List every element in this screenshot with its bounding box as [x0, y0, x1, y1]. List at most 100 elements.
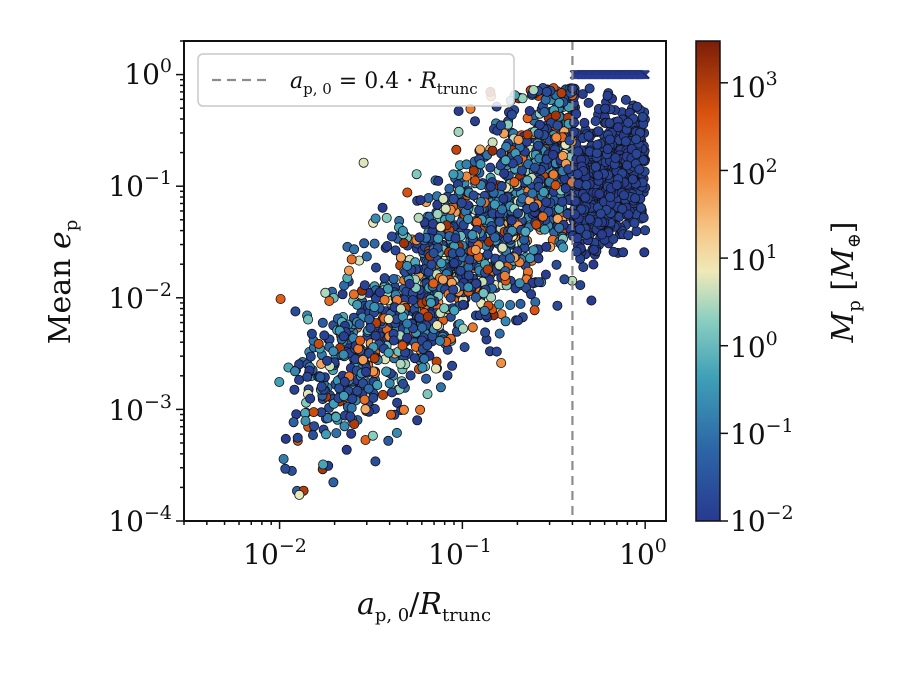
data-point	[495, 120, 506, 131]
data-point	[533, 277, 544, 288]
data-point	[370, 213, 381, 224]
data-point	[531, 219, 542, 230]
data-point	[316, 381, 327, 392]
data-point	[307, 430, 318, 441]
data-point	[454, 185, 465, 196]
data-point	[334, 383, 345, 394]
colorbar-tick-label-5: 102	[730, 155, 778, 191]
data-point	[328, 477, 339, 488]
data-point	[302, 371, 313, 382]
data-point	[515, 298, 526, 309]
plot-frame	[183, 40, 667, 522]
data-point	[497, 204, 508, 215]
data-point	[338, 349, 349, 360]
data-point	[290, 306, 301, 317]
data-point	[275, 293, 286, 304]
data-point	[330, 412, 341, 423]
data-point	[353, 343, 364, 354]
data-point	[421, 373, 432, 384]
data-point	[319, 330, 330, 341]
data-point	[415, 404, 426, 415]
data-point	[320, 429, 331, 440]
data-point	[379, 273, 390, 284]
data-point	[422, 311, 433, 322]
data-point	[610, 152, 621, 163]
data-point	[613, 122, 624, 133]
data-point	[482, 264, 493, 275]
data-point	[317, 317, 328, 328]
scatter-points	[274, 83, 651, 500]
data-point	[361, 251, 372, 262]
data-point	[369, 238, 380, 249]
y-axis-label: Mean ep	[43, 220, 82, 345]
data-point	[411, 169, 422, 180]
data-point	[608, 246, 619, 257]
data-point	[432, 209, 443, 220]
data-point	[447, 360, 458, 371]
data-point	[348, 289, 359, 300]
data-point	[358, 157, 369, 168]
data-point	[438, 193, 449, 204]
data-point	[574, 223, 585, 234]
y-tick-label-3: 10−2	[108, 279, 172, 315]
data-point	[569, 117, 580, 128]
data-point	[395, 303, 406, 314]
data-point	[422, 389, 433, 400]
data-point	[360, 366, 371, 377]
data-point	[467, 322, 478, 333]
ejected-marker	[640, 69, 650, 80]
data-point	[527, 188, 538, 199]
data-point	[620, 94, 631, 105]
data-point	[634, 164, 645, 175]
colorbar-tick-label-1: 10−2	[730, 502, 794, 538]
data-point	[379, 294, 390, 305]
data-point	[352, 385, 363, 396]
data-point	[559, 274, 570, 285]
data-point	[623, 230, 634, 241]
colorbar-tick-label-6: 103	[730, 68, 778, 104]
y-tick-label-4: 10−1	[108, 167, 172, 203]
data-point	[638, 212, 649, 223]
colorbar-ticks	[720, 82, 728, 522]
data-point	[590, 116, 601, 127]
data-point	[541, 86, 552, 97]
data-point	[528, 85, 539, 96]
data-point	[602, 144, 613, 155]
data-point	[581, 229, 592, 240]
data-point	[631, 134, 642, 145]
data-point	[463, 282, 474, 293]
legend-label: ap, 0 = 0.4 · Rtrunc	[290, 69, 478, 98]
data-point	[359, 280, 370, 291]
data-point	[453, 106, 464, 117]
data-point	[629, 217, 640, 228]
data-point	[479, 305, 490, 316]
data-point	[370, 456, 381, 467]
data-point	[463, 270, 474, 281]
data-point	[448, 169, 459, 180]
data-point	[482, 249, 493, 260]
data-point	[478, 288, 489, 299]
data-point	[382, 240, 393, 251]
data-point	[328, 346, 339, 357]
data-point	[489, 199, 500, 210]
data-point	[487, 137, 498, 148]
data-point	[360, 404, 371, 415]
data-point	[391, 427, 402, 438]
data-point	[591, 148, 602, 159]
data-point	[374, 287, 385, 298]
data-point	[537, 211, 548, 222]
data-point	[417, 322, 428, 333]
data-point	[324, 295, 335, 306]
data-point	[444, 183, 455, 194]
data-point	[593, 170, 604, 181]
data-point	[590, 161, 601, 172]
data-point	[455, 247, 466, 258]
data-point	[592, 139, 603, 150]
x-axis-label: ap, 0/Rtrunc	[357, 587, 491, 626]
data-point	[491, 346, 502, 357]
data-point	[550, 180, 561, 191]
data-point	[541, 197, 552, 208]
data-point	[557, 196, 568, 207]
y-tick-label-1: 10−4	[108, 502, 172, 538]
data-point	[501, 141, 512, 152]
